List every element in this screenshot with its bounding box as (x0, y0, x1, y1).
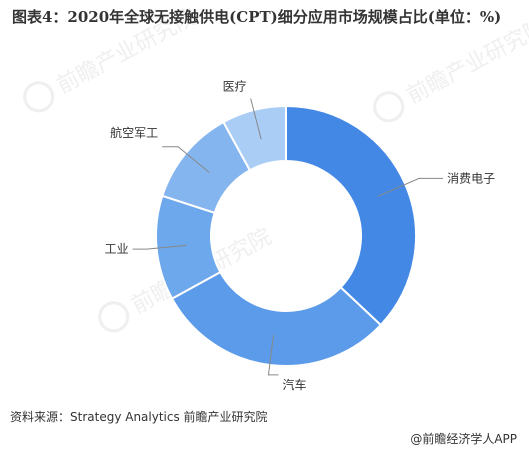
slice-label-industrial: 工业 (105, 242, 129, 256)
slice-label-aerospace-military: 航空军工 (110, 125, 158, 140)
leader-line-consumer-electronics (377, 177, 444, 197)
donut-slice-automotive (170, 270, 383, 367)
chart-title: 图表4：2020年全球无接触供电(CPT)细分应用市场规模占比(单位：%) (12, 8, 502, 26)
brand-credit: @前瞻经济学人APP (410, 432, 517, 446)
watermark-logo-right: 前瞻产业研究院 (373, 15, 529, 123)
watermark-text-right: 前瞻产业研究院 (403, 15, 529, 109)
donut-slice-consumer-electronics (285, 104, 417, 327)
donut-slice-medical (222, 104, 287, 172)
slice-label-medical: 医疗 (223, 79, 247, 93)
watermark: 前瞻产业研究院 前瞻产业研究院 前瞻产业研究院 (23, 5, 529, 333)
leader-line-aerospace-military (162, 146, 210, 173)
slice-label-automotive: 汽车 (282, 377, 306, 392)
leader-line-medical (250, 98, 262, 140)
watermark-text-left: 前瞻产业研究院 (53, 5, 201, 99)
leader-line-automotive (267, 335, 279, 376)
donut-slices (155, 104, 417, 367)
source-note: 资料来源：Strategy Analytics 前瞻产业研究院 (10, 410, 268, 424)
leader-line-industrial (132, 244, 187, 250)
watermark-logo-left: 前瞻产业研究院 (23, 5, 201, 113)
slice-label-consumer-electronics: 消费电子 (447, 171, 495, 185)
